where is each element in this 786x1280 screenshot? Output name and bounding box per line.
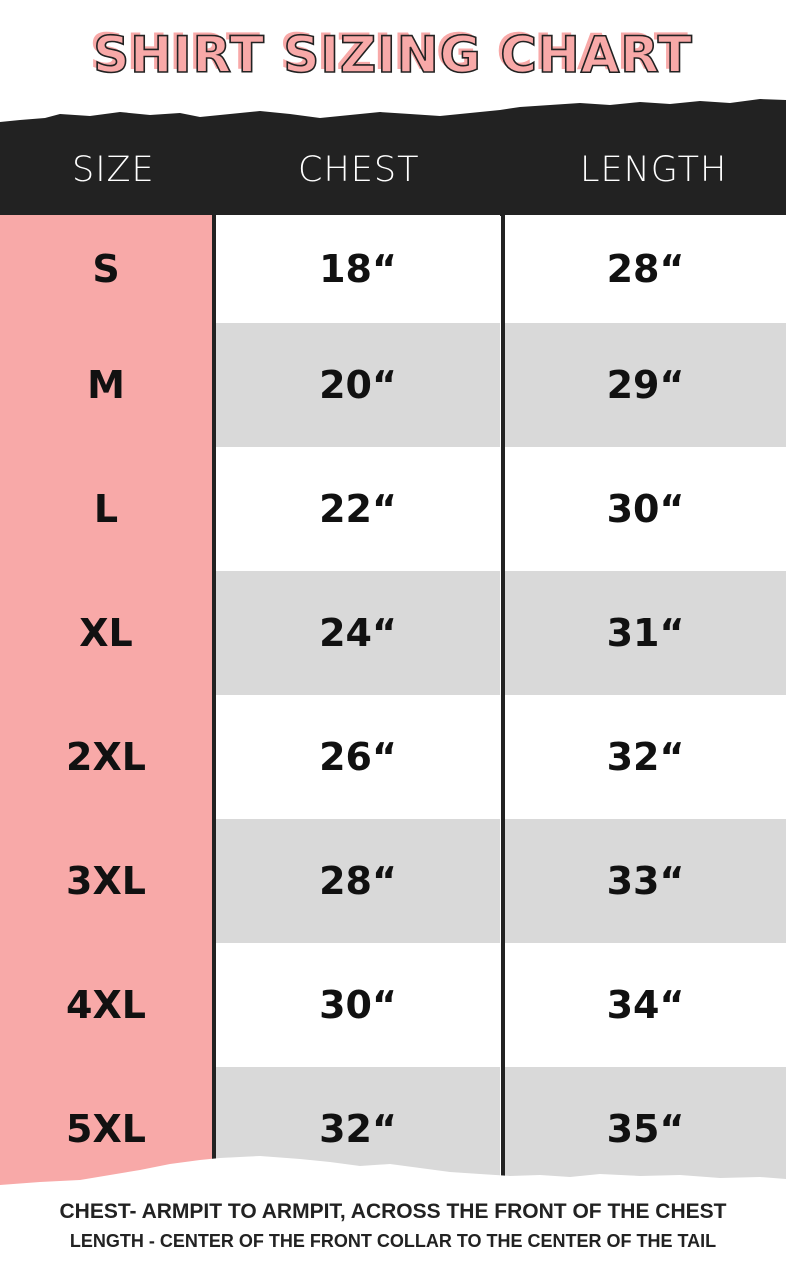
page-title: SHIRT SIZING CHART — [92, 25, 693, 85]
size-value: M — [87, 363, 125, 407]
chest-value: 22“ — [319, 487, 397, 531]
length-value: 33“ — [606, 859, 685, 903]
chest-value: 24“ — [319, 611, 397, 655]
header-length: LENGTH — [580, 150, 728, 190]
size-cell: 3XL — [0, 819, 212, 943]
length-value: 31“ — [606, 611, 685, 655]
length-cell: 33“ — [505, 819, 786, 943]
size-value: XL — [79, 611, 133, 655]
length-value: 29“ — [606, 363, 685, 407]
size-value: S — [92, 247, 120, 291]
column-divider — [501, 215, 505, 1180]
chest-cell: 18“ — [216, 215, 500, 323]
length-value: 30“ — [606, 487, 685, 531]
chest-cell: 28“ — [216, 819, 500, 943]
size-cell: XL — [0, 571, 212, 695]
size-cell: S — [0, 215, 212, 323]
length-cell: 35“ — [505, 1067, 786, 1191]
size-value: 3XL — [66, 859, 146, 903]
chest-value: 32“ — [319, 1107, 397, 1151]
note-length: LENGTH - CENTER OF THE FRONT COLLAR TO T… — [69, 1231, 717, 1251]
size-cell: M — [0, 323, 212, 447]
table-row: M 20“ 29“ — [0, 323, 786, 447]
size-cell: 2XL — [0, 695, 212, 819]
header-chest: CHEST — [298, 150, 420, 190]
size-cell: L — [0, 447, 212, 571]
size-value: 5XL — [66, 1107, 146, 1151]
table-row: XL 24“ 31“ — [0, 571, 786, 695]
chest-cell: 22“ — [216, 447, 500, 571]
chest-cell: 26“ — [216, 695, 500, 819]
torn-edge-top — [0, 99, 786, 132]
length-cell: 34“ — [505, 943, 786, 1067]
size-value: 4XL — [66, 983, 146, 1027]
table-row: 3XL 28“ 33“ — [0, 819, 786, 943]
length-cell: 31“ — [505, 571, 786, 695]
table-header — [0, 128, 786, 216]
table-row: S 18“ 28“ — [0, 215, 786, 323]
length-value: 28“ — [606, 247, 685, 291]
table-row: 5XL 32“ 35“ — [0, 1067, 786, 1191]
chest-value: 20“ — [319, 363, 397, 407]
chest-cell: 20“ — [216, 323, 500, 447]
chest-value: 30“ — [319, 983, 397, 1027]
table-row: 2XL 26“ 32“ — [0, 695, 786, 819]
length-value: 35“ — [606, 1107, 685, 1151]
size-value: 2XL — [66, 735, 146, 779]
chest-value: 18“ — [319, 247, 397, 291]
note-chest: CHEST- ARMPIT TO ARMPIT, ACROSS THE FRON… — [59, 1200, 727, 1223]
table-row: 4XL 30“ 34“ — [0, 943, 786, 1067]
length-value: 34“ — [606, 983, 685, 1027]
length-cell: 28“ — [505, 215, 786, 323]
length-cell: 32“ — [505, 695, 786, 819]
chest-value: 26“ — [319, 735, 397, 779]
length-cell: 29“ — [505, 323, 786, 447]
chest-cell: 30“ — [216, 943, 500, 1067]
column-divider — [212, 215, 216, 1180]
chest-value: 28“ — [319, 859, 397, 903]
table-row: L 22“ 30“ — [0, 447, 786, 571]
size-cell: 4XL — [0, 943, 212, 1067]
header-size: SIZE — [72, 150, 155, 190]
length-cell: 30“ — [505, 447, 786, 571]
torn-edge-bottom — [0, 1156, 786, 1200]
chest-cell: 24“ — [216, 571, 500, 695]
length-value: 32“ — [606, 735, 685, 779]
size-value: L — [93, 487, 119, 531]
